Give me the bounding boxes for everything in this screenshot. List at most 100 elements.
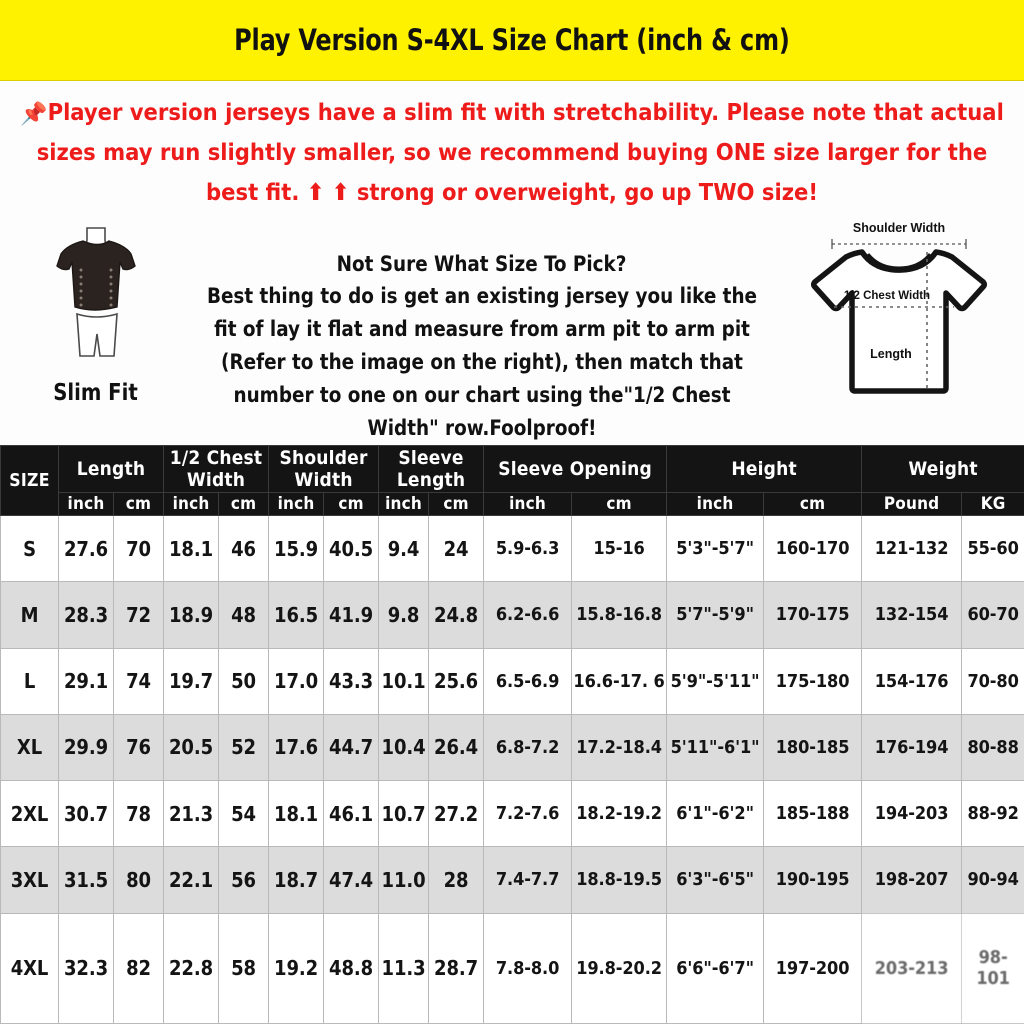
half-chest-width-label: 1/2 Chest Width [843, 290, 929, 302]
cell-size: 4XL [0, 912, 59, 1024]
header-unit: cm [428, 492, 485, 516]
cell-weight-pound: 203-213 [861, 912, 963, 1024]
cell-shoulder-cm: 44.7 [323, 713, 380, 782]
cell-opening-inch: 7.4-7.7 [483, 846, 573, 914]
table-row: 3XL 31.5 80 22.1 56 18.7 47.4 11.0 28 7.… [0, 846, 1024, 914]
cell-chest-inch: 22.8 [163, 912, 220, 1024]
cell-sleeve-inch: 10.7 [378, 779, 430, 848]
cell-shoulder-cm: 41.9 [323, 581, 380, 649]
cell-sleeve-cm: 28 [428, 846, 485, 914]
size-table: SIZE Length 1/2 Chest Width Shoulder Wid… [0, 445, 1024, 1024]
cell-height-cm: 197-200 [763, 912, 863, 1024]
header-group-sleeve-length: Sleeve Length [378, 445, 485, 493]
slim-fit-label: Slim Fit [53, 380, 138, 406]
cell-height-inch: 6'6"-6'7" [666, 912, 765, 1024]
cell-height-inch: 6'1"-6'2" [666, 779, 765, 848]
header-size: SIZE [0, 445, 59, 516]
cell-opening-inch: 7.8-8.0 [483, 912, 573, 1024]
cell-chest-inch: 21.3 [163, 779, 220, 848]
cell-chest-inch: 20.5 [163, 713, 220, 782]
table-row: S 27.6 70 18.1 46 15.9 40.5 9.4 24 5.9-6… [0, 514, 1024, 583]
cell-weight-kg: 55-60 [961, 514, 1024, 583]
cell-opening-inch: 6.5-6.9 [483, 647, 573, 715]
cell-shoulder-cm: 47.4 [323, 846, 380, 914]
cell-sleeve-inch: 10.1 [378, 647, 430, 715]
header-unit: cm [571, 492, 668, 516]
cell-sleeve-inch: 9.4 [378, 514, 430, 583]
header-group-sleeve-opening: Sleeve Opening [483, 445, 668, 493]
header-unit: inch [378, 492, 430, 516]
cell-opening-cm: 19.8-20.2 [571, 912, 668, 1024]
cell-opening-cm: 16.6-17. 6 [571, 647, 668, 715]
cell-weight-pound: 176-194 [861, 713, 963, 782]
cell-length-inch: 32.3 [58, 912, 114, 1024]
cell-height-cm: 185-188 [763, 779, 863, 848]
cell-shoulder-inch: 18.1 [268, 779, 325, 848]
cell-opening-inch: 5.9-6.3 [483, 514, 573, 583]
size-table-wrapper: SIZE Length 1/2 Chest Width Shoulder Wid… [0, 445, 1024, 1024]
slim-fit-block: Slim Fit [8, 216, 183, 445]
cell-shoulder-cm: 43.3 [323, 647, 380, 715]
header-unit: inch [163, 492, 220, 516]
cell-weight-kg: 98-101 [961, 912, 1024, 1024]
size-help-body: Best thing to do is get an existing jers… [206, 284, 758, 441]
cell-weight-kg: 90-94 [961, 846, 1024, 914]
cell-chest-cm: 50 [218, 647, 270, 715]
header-unit: Pound [861, 492, 963, 516]
cell-shoulder-inch: 15.9 [268, 514, 325, 583]
cell-length-cm: 72 [112, 581, 165, 649]
pushpin-icon: 📌 [20, 101, 48, 126]
cell-weight-pound: 121-132 [861, 514, 963, 583]
mannequin-icon [41, 224, 151, 374]
cell-shoulder-inch: 16.5 [268, 581, 325, 649]
cell-sleeve-inch: 9.8 [378, 581, 430, 649]
cell-chest-cm: 58 [218, 912, 270, 1024]
table-row: XL 29.9 76 20.5 52 17.6 44.7 10.4 26.4 6… [0, 713, 1024, 782]
header-group-length: Length [57, 445, 165, 493]
header-unit: cm [763, 492, 863, 516]
cell-opening-inch: 7.2-7.6 [483, 779, 573, 848]
cell-shoulder-inch: 17.6 [268, 713, 325, 782]
cell-size: S [0, 514, 59, 583]
cell-shoulder-inch: 18.7 [268, 846, 325, 914]
cell-weight-pound: 132-154 [861, 581, 963, 649]
header-group-weight: Weight [861, 445, 1024, 493]
header-unit: inch [268, 492, 325, 516]
shoulder-width-label: Shoulder Width [852, 221, 944, 235]
cell-weight-pound: 154-176 [861, 647, 963, 715]
cell-shoulder-inch: 17.0 [268, 647, 325, 715]
cell-length-inch: 31.5 [58, 846, 114, 914]
cell-opening-cm: 17.2-18.4 [571, 713, 668, 782]
cell-height-inch: 5'3"-5'7" [666, 514, 765, 583]
table-group-header-row: SIZE Length 1/2 Chest Width Shoulder Wid… [0, 445, 1024, 516]
header-group-shoulder-width: Shoulder Width [268, 445, 380, 493]
page-title: Play Version S-4XL Size Chart (inch & cm… [234, 23, 790, 57]
cell-sleeve-cm: 26.4 [428, 713, 485, 782]
cell-length-inch: 30.7 [58, 779, 114, 848]
header-unit: inch [666, 492, 765, 516]
cell-weight-kg: 80-88 [961, 713, 1024, 782]
header-unit: KG [961, 492, 1024, 516]
cell-weight-pound: 194-203 [861, 779, 963, 848]
table-row: L 29.1 74 19.7 50 17.0 43.3 10.1 25.6 6.… [0, 647, 1024, 715]
title-banner: Play Version S-4XL Size Chart (inch & cm… [0, 0, 1024, 80]
cell-length-cm: 80 [112, 846, 165, 914]
cell-shoulder-cm: 46.1 [323, 779, 380, 848]
header-unit: inch [58, 492, 114, 516]
cell-length-inch: 29.9 [58, 713, 114, 782]
header-unit: inch [483, 492, 573, 516]
cell-chest-inch: 19.7 [163, 647, 220, 715]
cell-sleeve-inch: 10.4 [378, 713, 430, 782]
cell-chest-cm: 52 [218, 713, 270, 782]
table-row: 2XL 30.7 78 21.3 54 18.1 46.1 10.7 27.2 … [0, 779, 1024, 848]
cell-chest-inch: 18.9 [163, 581, 220, 649]
cell-sleeve-cm: 24 [428, 514, 485, 583]
cell-size: 3XL [0, 846, 59, 914]
cell-height-cm: 160-170 [763, 514, 863, 583]
header-group-height: Height [666, 445, 863, 493]
cell-chest-inch: 18.1 [163, 514, 220, 583]
cell-length-inch: 27.6 [58, 514, 114, 583]
cell-length-inch: 29.1 [58, 647, 114, 715]
size-help-block: Not Sure What Size To Pick? Best thing t… [183, 216, 781, 445]
cell-chest-cm: 54 [218, 779, 270, 848]
